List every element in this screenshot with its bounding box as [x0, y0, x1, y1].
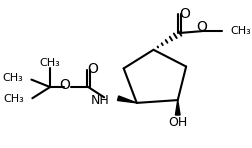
Polygon shape [175, 100, 180, 115]
Text: O: O [197, 20, 207, 34]
Text: O: O [60, 78, 71, 92]
Polygon shape [117, 96, 137, 103]
Text: CH₃: CH₃ [40, 58, 60, 68]
Text: O: O [87, 62, 98, 76]
Text: NH: NH [91, 94, 110, 107]
Text: OH: OH [168, 116, 187, 129]
Text: CH₃: CH₃ [2, 73, 23, 83]
Text: CH₃: CH₃ [3, 94, 24, 104]
Text: O: O [179, 7, 190, 21]
Text: CH₃: CH₃ [230, 26, 251, 36]
